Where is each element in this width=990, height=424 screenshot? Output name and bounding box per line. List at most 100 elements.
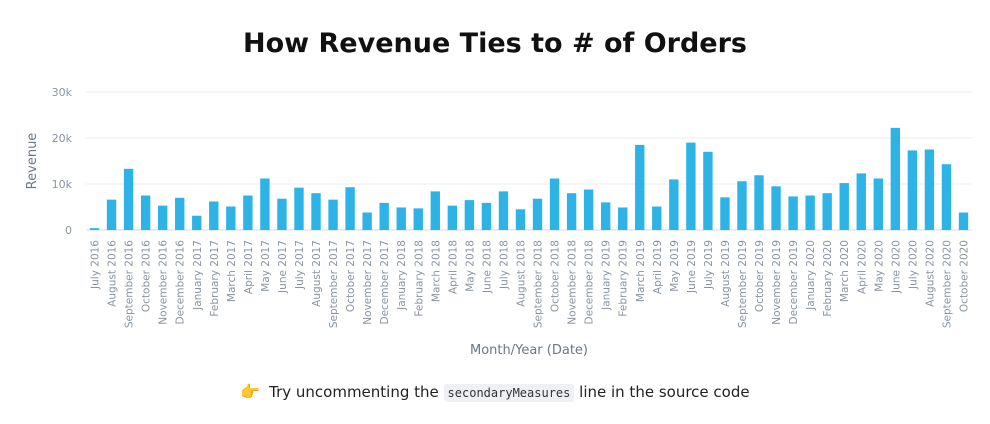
x-tick-label: December 2016 [175, 240, 187, 325]
bar[interactable] [600, 202, 611, 230]
bar[interactable] [328, 199, 338, 230]
x-tick-label: January 2017 [192, 240, 204, 311]
bar[interactable] [805, 195, 815, 231]
x-tick-label: October 2018 [550, 240, 562, 312]
x-tick-label: May 2020 [873, 240, 885, 292]
x-tick-label: August 2018 [515, 240, 527, 307]
bar[interactable] [396, 207, 406, 230]
bar[interactable] [635, 144, 645, 230]
bar[interactable] [652, 206, 662, 230]
x-tick-label: September 2016 [124, 240, 136, 328]
bar[interactable] [549, 178, 560, 230]
bar[interactable] [192, 215, 202, 230]
x-tick-label: April 2017 [243, 240, 255, 294]
bar[interactable] [754, 175, 764, 230]
x-tick-label: July 2020 [907, 240, 919, 290]
x-tick-label: September 2020 [941, 240, 953, 328]
bar[interactable] [720, 197, 730, 230]
bar[interactable] [924, 149, 935, 231]
bar[interactable] [430, 191, 440, 230]
x-tick-label: July 2019 [703, 240, 715, 290]
x-tick-label: November 2017 [362, 240, 374, 325]
x-tick-label: February 2017 [209, 240, 221, 317]
x-axis-ticks: July 2016 August 2016 September 2016 Octobe… [90, 240, 971, 328]
gridlines [86, 91, 972, 231]
bar[interactable] [856, 173, 866, 230]
bar[interactable] [686, 142, 696, 230]
x-tick-label: September 2017 [328, 240, 340, 328]
x-tick-label: April 2018 [447, 240, 459, 294]
bar[interactable] [566, 193, 577, 230]
bars [89, 127, 969, 231]
x-tick-label: March 2017 [226, 240, 238, 302]
bar[interactable] [345, 187, 355, 230]
bar[interactable] [532, 198, 543, 230]
hint-suffix: line in the source code [579, 383, 750, 401]
y-axis-ticks: 0 10k 20k 30k [52, 86, 73, 237]
x-tick-label: September 2018 [533, 240, 545, 328]
bar[interactable] [481, 202, 492, 230]
bar[interactable] [447, 205, 458, 230]
bar[interactable] [362, 212, 372, 230]
bar[interactable] [226, 206, 236, 230]
bar[interactable] [243, 195, 253, 231]
y-tick-label: 10k [52, 178, 73, 191]
bar[interactable] [209, 201, 219, 230]
x-tick-label: July 2018 [498, 240, 510, 290]
x-tick-label: December 2019 [788, 240, 800, 325]
chart-title: How Revenue Ties to # of Orders [243, 28, 747, 59]
bar[interactable] [89, 228, 100, 230]
bar[interactable] [941, 164, 952, 230]
bar[interactable] [873, 178, 883, 230]
bar[interactable] [822, 193, 832, 230]
bar[interactable] [618, 207, 628, 230]
x-tick-label: July 2016 [90, 240, 102, 290]
x-tick-label: May 2017 [260, 240, 272, 292]
bar[interactable] [498, 191, 509, 230]
bar[interactable] [890, 127, 901, 230]
x-tick-label: May 2019 [669, 240, 681, 292]
revenue-bar-chart: 0 10k 20k 30k July 2016 August 2016 September… [25, 86, 972, 358]
x-tick-label: March 2020 [839, 240, 851, 302]
x-tick-label: March 2018 [430, 240, 442, 302]
bar[interactable] [175, 197, 185, 230]
bar[interactable] [771, 186, 781, 230]
x-tick-label: October 2019 [754, 240, 766, 312]
x-tick-label: June 2019 [686, 240, 698, 294]
x-tick-label: October 2017 [345, 240, 357, 312]
bar[interactable] [294, 187, 304, 230]
bar[interactable] [907, 150, 918, 230]
bar[interactable] [157, 205, 168, 230]
bar[interactable] [123, 168, 134, 230]
x-tick-label: December 2017 [379, 240, 391, 325]
x-tick-label: August 2020 [924, 240, 936, 307]
bar[interactable] [464, 200, 475, 230]
bar[interactable] [140, 195, 151, 231]
hint-text: 👉 Try uncommenting the secondaryMeasures… [0, 382, 990, 402]
bar[interactable] [703, 151, 713, 230]
hint-prefix: Try uncommenting the [269, 383, 439, 401]
y-axis-label: Revenue [25, 133, 40, 190]
bar[interactable] [958, 212, 969, 230]
bar[interactable] [839, 183, 849, 230]
bar[interactable] [788, 196, 798, 230]
y-tick-label: 30k [52, 86, 73, 99]
bar[interactable] [106, 199, 117, 230]
bar[interactable] [379, 202, 389, 230]
y-tick-label: 0 [65, 224, 72, 237]
bar[interactable] [277, 198, 287, 230]
bar[interactable] [515, 209, 526, 230]
bar[interactable] [669, 179, 679, 230]
x-tick-label: September 2019 [737, 240, 749, 328]
bar[interactable] [311, 193, 321, 230]
x-tick-label: June 2018 [481, 240, 493, 294]
bar[interactable] [583, 189, 594, 230]
x-tick-label: April 2019 [652, 240, 664, 294]
bar[interactable] [413, 208, 423, 230]
x-tick-label: January 2020 [805, 240, 817, 311]
x-tick-label: June 2020 [890, 240, 902, 294]
x-tick-label: December 2018 [584, 240, 596, 325]
bar[interactable] [737, 181, 747, 230]
x-tick-label: October 2016 [141, 240, 153, 312]
bar[interactable] [260, 178, 270, 230]
